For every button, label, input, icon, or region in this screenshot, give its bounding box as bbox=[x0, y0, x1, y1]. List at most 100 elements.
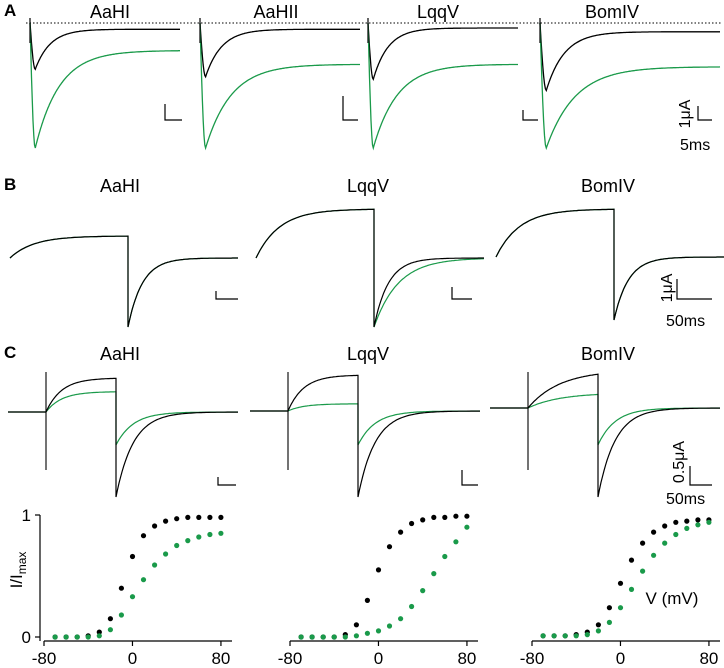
trace-a-lqqv-control bbox=[367, 22, 518, 82]
iv-point-toxin bbox=[342, 634, 348, 640]
scale-c-time-label: 50ms bbox=[666, 491, 705, 508]
iv-point-toxin bbox=[52, 634, 58, 640]
iv-y-tick-label: 0 bbox=[22, 628, 31, 647]
iv-x-tick-label: -80 bbox=[520, 649, 545, 668]
iv-point-control bbox=[118, 585, 124, 591]
iv-point-control bbox=[163, 518, 169, 524]
iv-point-control bbox=[617, 580, 624, 586]
iv-ylabel-sub: max bbox=[15, 552, 29, 575]
iv-point-toxin bbox=[375, 628, 382, 634]
iv-x-tick-label: -80 bbox=[278, 649, 303, 668]
iv-point-toxin bbox=[640, 568, 646, 574]
trace-a-aahi-toxin bbox=[29, 22, 180, 149]
iv-point-toxin bbox=[706, 519, 712, 525]
iv-point-toxin bbox=[562, 633, 568, 639]
scalebar-b-main bbox=[676, 279, 712, 300]
iv-point-control bbox=[364, 597, 370, 604]
iv-point-control bbox=[375, 567, 382, 573]
iv-point-control bbox=[196, 514, 202, 521]
trace-a-aahii-control bbox=[199, 22, 360, 79]
scalebar-a-2 bbox=[342, 96, 358, 121]
trace-b-aahi-toxin bbox=[9, 235, 238, 328]
panel-a-title-4: BomIV bbox=[585, 2, 639, 22]
iv-point-toxin bbox=[298, 634, 304, 640]
panel-a-title-1: AaHI bbox=[90, 2, 130, 22]
iv-point-toxin bbox=[174, 542, 180, 549]
panel-a-small-scalebars bbox=[164, 96, 538, 121]
panel-c-title-2: LqqV bbox=[347, 344, 389, 364]
iv-point-toxin bbox=[431, 571, 437, 577]
iv-point-toxin bbox=[129, 594, 136, 600]
panel-b-title-2: LqqV bbox=[347, 176, 389, 196]
scalebar-a-main bbox=[697, 106, 712, 121]
iv-point-toxin bbox=[364, 630, 370, 636]
iv-point-control bbox=[442, 514, 448, 521]
iv-x-tick-label: 0 bbox=[374, 649, 383, 668]
iv-point-toxin bbox=[695, 522, 701, 528]
iv-point-control bbox=[398, 529, 404, 535]
iv-point-control bbox=[453, 513, 459, 519]
iv-point-control bbox=[140, 533, 147, 539]
iv-point-toxin bbox=[673, 531, 679, 538]
scale-a-time-label: 5ms bbox=[680, 137, 710, 154]
iv-point-control bbox=[420, 517, 426, 523]
iv-point-toxin bbox=[163, 551, 169, 557]
panel-b-title-1: AaHI bbox=[100, 176, 140, 196]
iv-point-toxin bbox=[409, 603, 415, 610]
iv-point-toxin bbox=[207, 531, 213, 538]
trace-b-bomiv-control bbox=[495, 208, 724, 321]
iv-ylabel: I/Imax bbox=[7, 552, 29, 589]
iv-point-control bbox=[695, 517, 701, 523]
iv-x-tick-label: 80 bbox=[699, 649, 718, 668]
panel-a-traces bbox=[29, 18, 721, 151]
iv-point-control bbox=[107, 616, 113, 622]
trace-c-bomiv-control bbox=[490, 373, 720, 498]
iv-point-toxin bbox=[573, 633, 579, 639]
iv-point-control bbox=[673, 519, 679, 525]
iv-point-toxin bbox=[196, 534, 202, 540]
iv-point-toxin bbox=[63, 634, 69, 640]
panel-label-b: B bbox=[4, 175, 16, 194]
iv-point-toxin bbox=[464, 524, 470, 530]
trace-a-bomiv-toxin bbox=[539, 22, 721, 151]
panel-label-a: A bbox=[4, 1, 16, 20]
iv-point-toxin bbox=[606, 619, 613, 626]
iv-point-toxin bbox=[662, 540, 668, 546]
iv-point-control bbox=[218, 514, 224, 521]
iv-point-control bbox=[386, 544, 393, 550]
trace-c-lqqv-control bbox=[250, 374, 480, 498]
iv-x-tick-label: 80 bbox=[457, 649, 476, 668]
iv-point-toxin bbox=[309, 634, 315, 640]
iv-point-toxin bbox=[684, 525, 690, 532]
trace-b-lqqv-toxin bbox=[255, 208, 485, 328]
iv-point-control bbox=[595, 622, 602, 628]
iv-point-control bbox=[207, 514, 213, 521]
trace-a-aahii-toxin bbox=[199, 22, 360, 151]
trace-b-lqqv-control bbox=[255, 208, 484, 328]
iv-point-control bbox=[464, 513, 470, 519]
iv-point-toxin bbox=[540, 633, 546, 639]
iv-point-control bbox=[628, 557, 635, 563]
iv-point-toxin bbox=[107, 627, 113, 633]
iv-point-toxin bbox=[584, 632, 590, 638]
iv-x-tick-label: 0 bbox=[128, 649, 137, 668]
iv-point-control bbox=[152, 523, 158, 529]
iv-point-control bbox=[662, 523, 668, 529]
iv-point-control bbox=[185, 514, 191, 521]
iv-point-control bbox=[174, 516, 180, 522]
iv-plot-lqqv: -80 0 80 bbox=[278, 513, 478, 668]
scalebar-c-main bbox=[689, 466, 712, 486]
iv-point-toxin bbox=[453, 539, 459, 545]
scalebar-c-2 bbox=[461, 470, 478, 486]
scalebar-a-1 bbox=[164, 104, 182, 121]
panel-c-title-3: BomIV bbox=[581, 344, 635, 364]
iv-plot-bomiv: -80 0 80 bbox=[520, 517, 720, 668]
iv-point-control bbox=[353, 622, 359, 628]
iv-point-toxin bbox=[551, 633, 557, 639]
panel-a-title-3: LqqV bbox=[417, 2, 459, 22]
scale-c-current-label: 0.5μA bbox=[671, 441, 688, 483]
panel-b-title-3: BomIV bbox=[581, 176, 635, 196]
iv-point-toxin bbox=[420, 588, 426, 594]
iv-point-toxin bbox=[140, 577, 147, 583]
